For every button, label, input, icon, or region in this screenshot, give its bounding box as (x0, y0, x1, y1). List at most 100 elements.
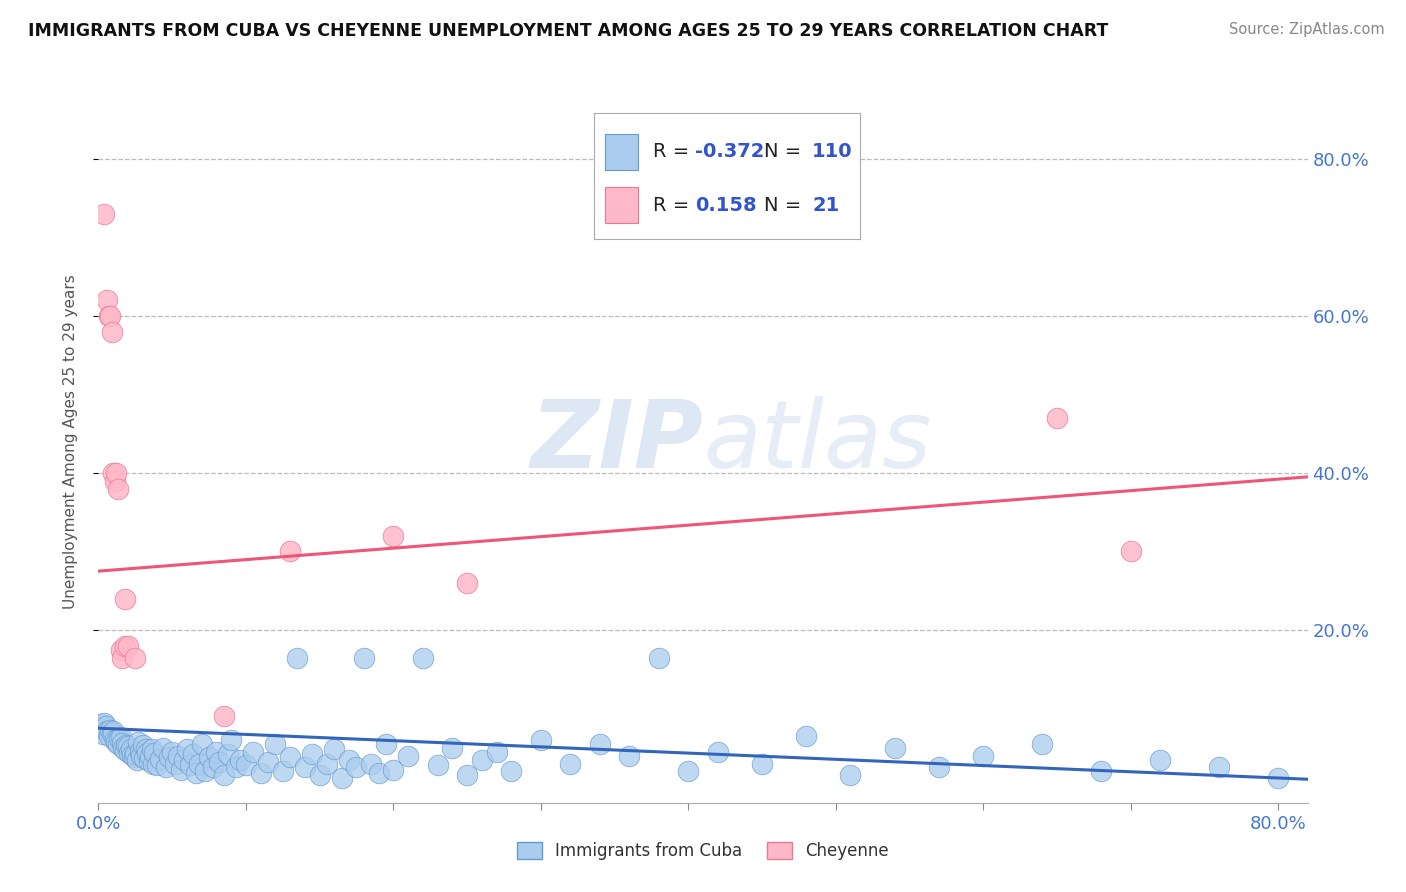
Point (120, 742, 142, 756)
Point (155, 760, 177, 774)
Point (136, 746, 159, 760)
Point (194, 764, 217, 779)
Point (112, 740, 135, 755)
Point (129, 748, 152, 763)
Point (1031, 737, 1053, 751)
Point (839, 768, 862, 782)
Point (125, 753, 148, 767)
Point (118, 746, 141, 760)
Point (287, 650, 309, 665)
Point (1090, 764, 1112, 779)
Point (278, 544, 301, 558)
Point (441, 740, 464, 755)
Point (117, 739, 139, 754)
Point (89, 721, 111, 735)
Point (100, 325, 122, 339)
Point (146, 758, 169, 772)
Point (105, 734, 128, 748)
Point (104, 733, 127, 747)
Point (928, 760, 950, 774)
Point (100, 726, 122, 740)
Point (1046, 411, 1069, 425)
Point (94, 719, 117, 733)
Point (360, 756, 382, 771)
Point (114, 743, 136, 757)
Point (337, 753, 360, 767)
Point (257, 755, 280, 769)
Point (101, 466, 124, 480)
Point (190, 737, 212, 751)
Point (110, 642, 132, 657)
Point (96, 723, 118, 738)
Point (426, 758, 449, 772)
Point (91, 727, 114, 741)
Point (121, 747, 143, 762)
Point (117, 639, 139, 653)
Point (353, 650, 375, 665)
Point (1119, 544, 1142, 558)
Point (127, 734, 149, 748)
Point (111, 736, 134, 750)
Point (93, 715, 115, 730)
Point (167, 748, 190, 763)
Point (93, 207, 115, 221)
Point (141, 742, 163, 756)
Point (375, 737, 398, 751)
Point (648, 650, 671, 665)
Point (187, 756, 209, 771)
Point (170, 763, 193, 777)
Text: ZIP: ZIP (530, 395, 703, 488)
Point (242, 745, 264, 759)
Point (346, 760, 368, 774)
Point (278, 750, 301, 764)
Point (1208, 760, 1230, 774)
Point (143, 747, 166, 761)
Point (110, 730, 132, 744)
Point (114, 639, 136, 653)
Point (173, 753, 195, 767)
Point (235, 758, 257, 772)
Point (179, 758, 201, 772)
Point (124, 747, 146, 761)
Point (323, 742, 346, 756)
Point (972, 748, 994, 763)
Point (135, 741, 157, 756)
Point (105, 466, 128, 480)
Point (152, 740, 174, 755)
Point (560, 756, 582, 771)
Point (330, 771, 353, 785)
Point (382, 763, 405, 777)
Point (619, 748, 641, 763)
Point (883, 740, 905, 755)
Point (456, 575, 478, 590)
Point (396, 748, 419, 763)
Point (128, 745, 150, 759)
Point (198, 750, 221, 764)
Point (706, 745, 728, 759)
Point (107, 482, 129, 496)
Point (181, 747, 204, 761)
Point (212, 709, 235, 723)
Text: IMMIGRANTS FROM CUBA VS CHEYENNE UNEMPLOYMENT AMONG AGES 25 TO 29 YEARS CORRELAT: IMMIGRANTS FROM CUBA VS CHEYENNE UNEMPLO… (28, 22, 1108, 40)
Point (1267, 771, 1289, 785)
Point (134, 751, 156, 765)
Point (751, 756, 773, 771)
Point (131, 739, 153, 753)
Point (107, 737, 129, 751)
Point (471, 753, 494, 767)
Point (138, 754, 160, 768)
Point (412, 650, 434, 665)
Point (212, 768, 235, 782)
Point (316, 756, 339, 771)
Point (229, 753, 252, 767)
Point (96, 293, 118, 308)
Point (308, 768, 330, 782)
Point (184, 766, 207, 780)
Point (104, 474, 127, 488)
Point (97, 729, 120, 743)
Point (205, 745, 228, 759)
Point (98, 723, 121, 737)
Text: atlas: atlas (703, 396, 931, 487)
Point (114, 591, 136, 606)
Point (301, 747, 323, 761)
